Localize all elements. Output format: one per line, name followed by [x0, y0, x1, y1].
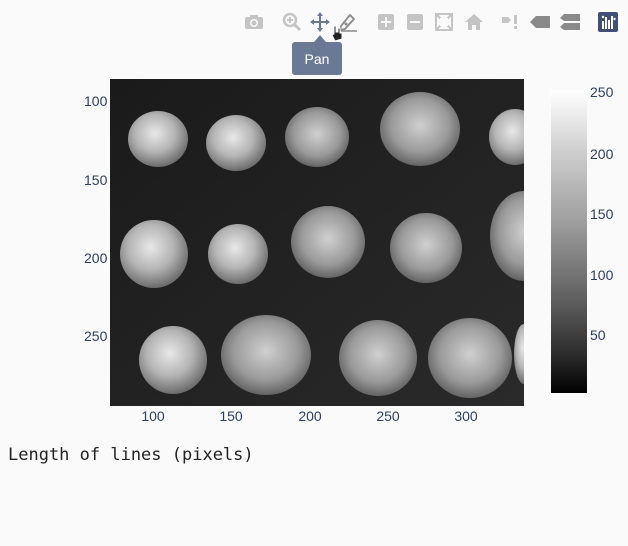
coin [285, 107, 349, 167]
colorbar [551, 90, 587, 393]
toggle-spike-icon[interactable] [558, 10, 582, 34]
coin [380, 92, 460, 166]
y-tick-label: 100 [84, 93, 108, 109]
pan-tooltip: Pan [292, 42, 342, 75]
coin [291, 206, 365, 278]
modebar [240, 10, 620, 36]
x-tick-label: 150 [219, 408, 243, 424]
home-icon[interactable] [462, 10, 486, 34]
coin [489, 109, 524, 165]
coin [206, 115, 266, 171]
colorbar-tick-label: 150 [590, 206, 614, 222]
coin [339, 320, 417, 396]
colorbar-tick-label: 200 [590, 146, 614, 162]
hover-closest-icon[interactable] [498, 10, 522, 34]
hover-compare-icon[interactable] [528, 10, 552, 34]
coin [128, 111, 188, 167]
x-tick-label: 300 [454, 408, 478, 424]
coin [428, 318, 512, 398]
x-tick-label: 250 [376, 408, 400, 424]
coin [514, 324, 524, 384]
zoom-in-icon[interactable] [374, 10, 398, 34]
tooltip-arrow [314, 35, 326, 42]
coin [208, 224, 268, 284]
pan-icon[interactable] [308, 10, 332, 34]
coin [120, 220, 188, 288]
colorbar-tick-label: 100 [590, 267, 614, 283]
y-tick-label: 150 [84, 172, 108, 188]
camera-icon[interactable] [242, 10, 266, 34]
x-tick-label: 200 [298, 408, 322, 424]
plotly-logo-icon[interactable] [596, 10, 620, 34]
y-tick-label: 200 [84, 250, 108, 266]
coin [490, 191, 524, 281]
colorbar-tick-label: 250 [590, 84, 614, 100]
y-tick-label: 250 [84, 328, 108, 344]
caption-text: Length of lines (pixels) [8, 445, 254, 465]
x-tick-label: 100 [141, 408, 165, 424]
autoscale-icon[interactable] [432, 10, 456, 34]
mouse-cursor-icon [330, 24, 344, 47]
colorbar-tick-label: 50 [590, 327, 606, 343]
coins-image[interactable] [110, 79, 524, 406]
zoom-out-icon[interactable] [403, 10, 427, 34]
coin [221, 315, 311, 395]
coin [139, 326, 207, 394]
coin [390, 213, 462, 283]
zoom-icon[interactable] [280, 10, 304, 34]
